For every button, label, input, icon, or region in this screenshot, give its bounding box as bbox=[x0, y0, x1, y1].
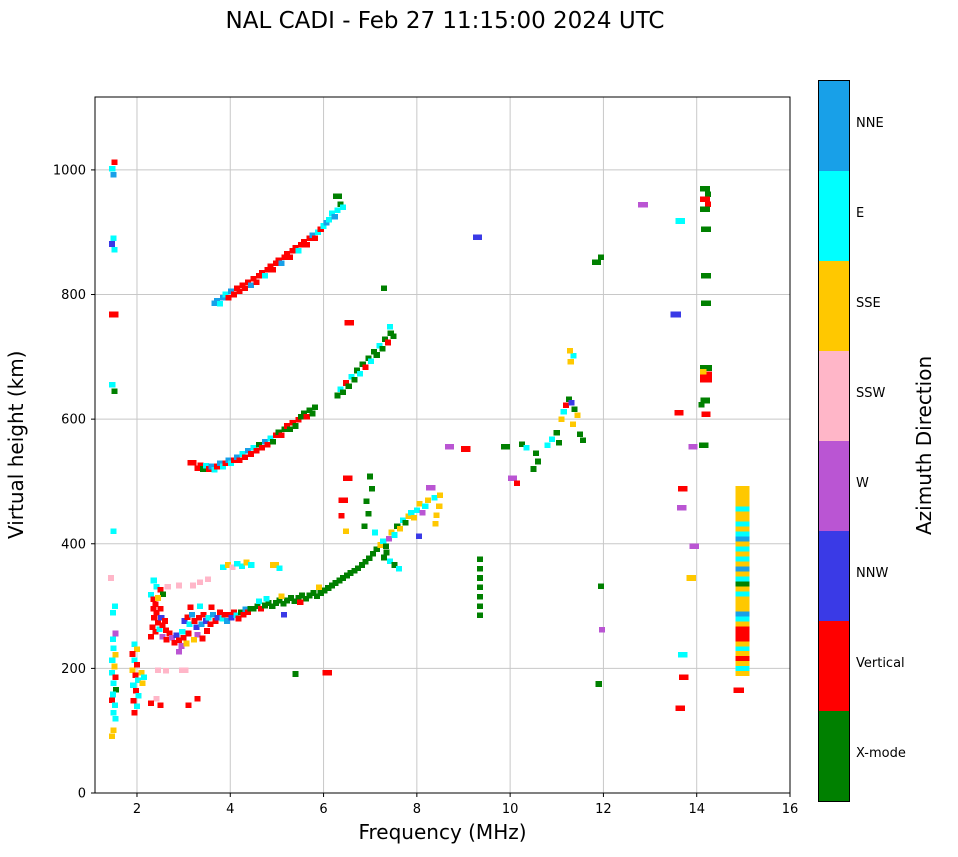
colorbar-category-label-nne: NNE bbox=[856, 116, 884, 131]
svg-text:14: 14 bbox=[688, 802, 705, 817]
colorbar-axis-label: Azimuth Direction bbox=[912, 355, 936, 535]
svg-text:16: 16 bbox=[782, 802, 799, 817]
colorbar-segment-ssw bbox=[819, 351, 849, 441]
chart-title: NAL CADI - Feb 27 11:15:00 2024 UTC bbox=[225, 8, 665, 34]
colorbar-category-label-x-mode: X-mode bbox=[856, 746, 906, 761]
colorbar-segment-e bbox=[819, 171, 849, 261]
svg-text:0: 0 bbox=[78, 787, 86, 802]
x-axis-label: Frequency (MHz) bbox=[358, 820, 527, 844]
colorbar-category-label-nnw: NNW bbox=[856, 566, 889, 581]
colorbar-segment-nnw bbox=[819, 531, 849, 621]
svg-text:4: 4 bbox=[226, 802, 234, 817]
colorbar-segment-x-mode bbox=[819, 711, 849, 801]
colorbar-segment-sse bbox=[819, 261, 849, 351]
colorbar-category-label-e: E bbox=[856, 206, 865, 221]
colorbar-category-label-vertical: Vertical bbox=[856, 656, 905, 671]
svg-text:600: 600 bbox=[61, 413, 86, 428]
plot-border bbox=[94, 96, 791, 794]
svg-text:400: 400 bbox=[61, 537, 86, 552]
axis-ticks: 2 4 6 8 10 12 14 16 0 200 400 600 800 1000 bbox=[53, 163, 798, 817]
colorbar bbox=[818, 80, 850, 802]
gridlines bbox=[95, 97, 791, 794]
colorbar-category-label-ssw: SSW bbox=[856, 386, 886, 401]
colorbar-segment-nne bbox=[819, 81, 849, 171]
colorbar-category-label-w: W bbox=[856, 476, 869, 491]
svg-text:1000: 1000 bbox=[53, 163, 86, 178]
svg-text:8: 8 bbox=[413, 802, 421, 817]
colorbar-segment-vertical bbox=[819, 621, 849, 711]
svg-text:6: 6 bbox=[319, 802, 327, 817]
colorbar-segment-w bbox=[819, 441, 849, 531]
svg-text:10: 10 bbox=[502, 802, 519, 817]
svg-text:800: 800 bbox=[61, 288, 86, 303]
data-points bbox=[107, 159, 750, 740]
svg-text:200: 200 bbox=[61, 662, 86, 677]
colorbar-category-label-sse: SSE bbox=[856, 296, 881, 311]
svg-text:2: 2 bbox=[133, 802, 141, 817]
svg-text:12: 12 bbox=[595, 802, 612, 817]
